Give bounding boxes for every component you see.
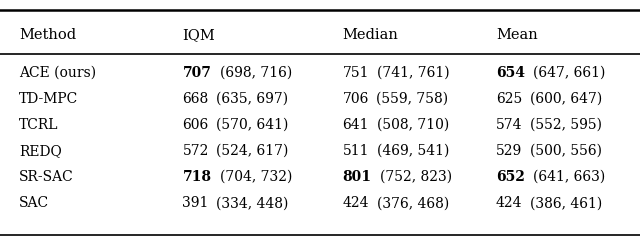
Text: 652: 652 — [496, 170, 525, 184]
Text: 424: 424 — [342, 196, 369, 210]
Text: 654: 654 — [496, 66, 525, 80]
Text: 625: 625 — [496, 92, 522, 106]
Text: (559, 758): (559, 758) — [376, 92, 449, 106]
Text: (698, 716): (698, 716) — [220, 66, 292, 80]
Text: (469, 541): (469, 541) — [376, 144, 449, 158]
Text: 529: 529 — [496, 144, 522, 158]
Text: Mean: Mean — [496, 28, 538, 42]
Text: (704, 732): (704, 732) — [220, 170, 292, 184]
Text: 668: 668 — [182, 92, 209, 106]
Text: 424: 424 — [496, 196, 522, 210]
Text: 707: 707 — [182, 66, 211, 80]
Text: 641: 641 — [342, 118, 369, 132]
Text: (508, 710): (508, 710) — [376, 118, 449, 132]
Text: 801: 801 — [342, 170, 371, 184]
Text: (334, 448): (334, 448) — [216, 196, 289, 210]
Text: (641, 663): (641, 663) — [533, 170, 605, 184]
Text: 574: 574 — [496, 118, 522, 132]
Text: (635, 697): (635, 697) — [216, 92, 289, 106]
Text: (552, 595): (552, 595) — [530, 118, 602, 132]
Text: TCRL: TCRL — [19, 118, 59, 132]
Text: 511: 511 — [342, 144, 369, 158]
Text: (647, 661): (647, 661) — [533, 66, 606, 80]
Text: (741, 761): (741, 761) — [376, 66, 449, 80]
Text: Method: Method — [19, 28, 76, 42]
Text: (752, 823): (752, 823) — [380, 170, 452, 184]
Text: Median: Median — [342, 28, 398, 42]
Text: (386, 461): (386, 461) — [530, 196, 602, 210]
Text: (570, 641): (570, 641) — [216, 118, 289, 132]
Text: SAC: SAC — [19, 196, 49, 210]
Text: 751: 751 — [342, 66, 369, 80]
Text: ACE (ours): ACE (ours) — [19, 66, 97, 80]
Text: 706: 706 — [342, 92, 369, 106]
Text: (600, 647): (600, 647) — [530, 92, 602, 106]
Text: IQM: IQM — [182, 28, 215, 42]
Text: 606: 606 — [182, 118, 209, 132]
Text: REDQ: REDQ — [19, 144, 62, 158]
Text: 718: 718 — [182, 170, 211, 184]
Text: TD-MPC: TD-MPC — [19, 92, 79, 106]
Text: (376, 468): (376, 468) — [376, 196, 449, 210]
Text: (524, 617): (524, 617) — [216, 144, 289, 158]
Text: (500, 556): (500, 556) — [530, 144, 602, 158]
Text: 572: 572 — [182, 144, 209, 158]
Text: SR-SAC: SR-SAC — [19, 170, 74, 184]
Text: 391: 391 — [182, 196, 209, 210]
